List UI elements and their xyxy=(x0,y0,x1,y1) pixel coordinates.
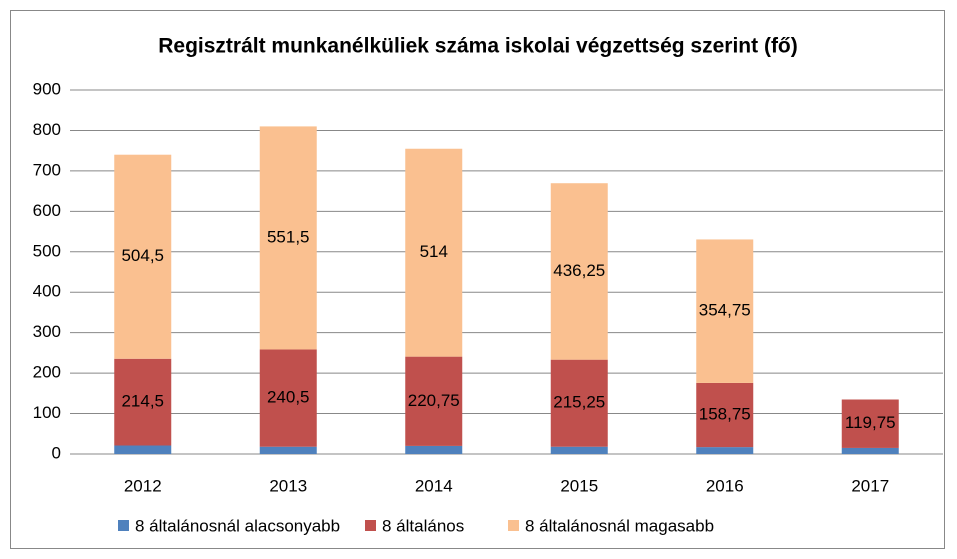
y-tick-label: 900 xyxy=(33,79,61,98)
bar-segment xyxy=(841,399,899,448)
x-tick-label: 2017 xyxy=(851,476,889,495)
value-label: 158,75 xyxy=(699,405,751,424)
legend-swatch xyxy=(365,520,376,531)
y-tick-label: 600 xyxy=(33,201,61,220)
bar-segment xyxy=(405,148,463,357)
x-tick-label: 2015 xyxy=(560,476,598,495)
y-tick-label: 100 xyxy=(33,403,61,422)
x-tick-label: 2012 xyxy=(124,476,162,495)
value-label: 354,75 xyxy=(699,301,751,320)
bar-segment xyxy=(114,154,172,359)
y-tick-label: 0 xyxy=(52,443,61,462)
bar-segment xyxy=(259,126,317,350)
value-label: 215,25 xyxy=(553,393,605,412)
bar-segment xyxy=(405,356,463,446)
bar-segment xyxy=(114,445,172,454)
bar-segment xyxy=(841,447,899,454)
x-tick-label: 2016 xyxy=(706,476,744,495)
legend-label: 8 általános xyxy=(382,516,464,535)
x-tick-label: 2013 xyxy=(269,476,307,495)
bar-segment xyxy=(405,445,463,454)
value-label: 119,75 xyxy=(845,413,896,432)
bar-segment xyxy=(696,447,754,454)
legend-label: 8 általánosnál alacsonyabb xyxy=(135,516,340,535)
value-label: 240,5 xyxy=(267,388,310,407)
y-tick-label: 400 xyxy=(33,282,61,301)
legend-label: 8 általánosnál magasabb xyxy=(525,516,714,535)
value-label: 436,25 xyxy=(553,261,605,280)
value-label: 551,5 xyxy=(267,227,310,246)
y-tick-label: 500 xyxy=(33,241,61,260)
x-tick-label: 2014 xyxy=(415,476,453,495)
bar-segment xyxy=(114,358,172,446)
legend-swatch xyxy=(508,520,519,531)
bar-segment xyxy=(550,359,608,447)
bar-segment xyxy=(259,446,317,454)
value-label: 220,75 xyxy=(408,391,460,410)
bar-segment xyxy=(696,382,754,448)
chart-title: Regisztrált munkanélküliek száma iskolai… xyxy=(158,35,798,58)
value-label: 514 xyxy=(420,242,448,261)
value-label: 214,5 xyxy=(121,392,164,411)
y-tick-label: 800 xyxy=(33,120,61,139)
legend-swatch xyxy=(118,520,129,531)
value-label: 504,5 xyxy=(121,246,164,265)
bar-segment xyxy=(550,446,608,454)
bar-segment xyxy=(696,239,754,383)
bar-segment xyxy=(550,183,608,360)
y-tick-label: 300 xyxy=(33,322,61,341)
bar-segment xyxy=(259,349,317,447)
y-tick-label: 700 xyxy=(33,160,61,179)
y-tick-label: 200 xyxy=(33,363,61,382)
